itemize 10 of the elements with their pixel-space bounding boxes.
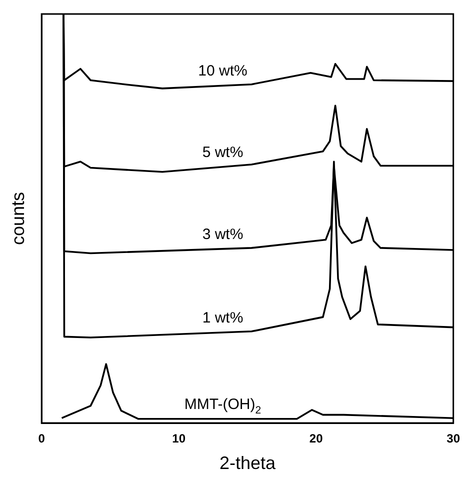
y-axis-title: counts — [8, 192, 28, 246]
x-tick-label: 20 — [309, 432, 324, 446]
series-label: 3 wt% — [202, 226, 244, 243]
x-tick-label: 30 — [446, 432, 460, 446]
series-label: 5 wt% — [202, 144, 244, 161]
series-label: 10 wt% — [198, 62, 248, 80]
x-axis-title: 2-theta — [219, 453, 276, 474]
series-label: 1 wt% — [202, 309, 244, 326]
x-tick-label: 10 — [172, 432, 186, 446]
x-tick-label: 0 — [38, 432, 46, 446]
